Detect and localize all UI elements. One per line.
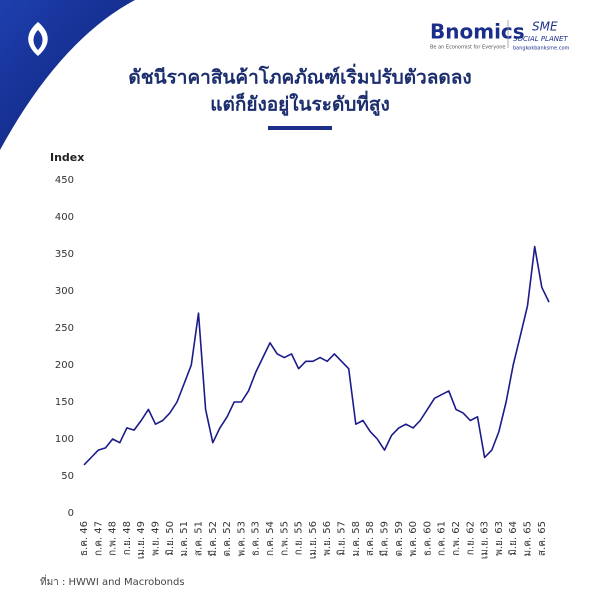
index-line: [83, 245, 550, 466]
title-line: แต่ก็ยังอยู่ในระดับที่สูง: [210, 91, 390, 117]
x-tick-label: เม.ย. 56: [308, 521, 319, 559]
logo-icon: [28, 22, 48, 56]
y-tick-label: 100: [55, 434, 74, 445]
y-tick-label: 50: [61, 471, 74, 482]
y-tick-label: 250: [55, 323, 74, 334]
x-tick-label: ก.ย. 55: [294, 521, 305, 555]
x-tick-label: ธ.ค. 60: [422, 521, 433, 556]
x-tick-label: มี.ค. 52: [207, 521, 219, 557]
x-tick-label: เม.ย. 63: [480, 521, 491, 559]
x-tick-label: ก.พ. 55: [279, 521, 290, 556]
y-tick-label: 300: [55, 286, 74, 297]
x-tick-label: มี.ค. 59: [378, 521, 390, 557]
x-tick-label: พ.ย. 56: [322, 521, 333, 556]
y-axis-label: Index: [50, 151, 84, 164]
x-tick-label: ต.ค. 59: [394, 521, 405, 556]
corner-swoosh: [0, 0, 135, 150]
title-underline: [268, 126, 332, 130]
x-tick-label: ต.ค. 52: [222, 521, 233, 556]
tagline: Be an Economist for Everyone: [430, 45, 506, 51]
x-tick-label: ม.ค. 51: [179, 521, 190, 557]
y-tick-label: 400: [55, 212, 74, 223]
x-tick-label: ธ.ค. 46: [79, 521, 90, 556]
x-tick-label: มิ.ย. 57: [337, 521, 348, 556]
y-tick-label: 450: [55, 175, 74, 186]
x-tick-label: มิ.ย. 64: [508, 521, 519, 556]
x-tick-label: ก.ค. 47: [93, 521, 104, 556]
x-tick-label: ม.ค. 65: [523, 521, 534, 557]
y-tick-label: 150: [55, 397, 74, 408]
x-tick-label: พ.ย. 63: [494, 521, 505, 556]
y-tick-label: 350: [55, 249, 74, 260]
x-tick-label: พ.ย. 49: [151, 521, 162, 556]
partner-sub: SOCIAL PLANET: [513, 35, 568, 43]
x-tick-label: ก.ย. 48: [122, 521, 133, 555]
x-tick-label: ก.ค. 54: [265, 521, 276, 556]
x-tick-label: ส.ค. 58: [365, 521, 376, 556]
site: bangkokbanksme.com: [513, 46, 570, 52]
x-tick-label: ก.พ. 48: [108, 521, 119, 556]
x-tick-label: เม.ย. 49: [136, 521, 147, 559]
x-tick-label: พ.ค. 60: [408, 521, 419, 557]
source: ที่มา : HWWI and Macrobonds: [40, 574, 185, 588]
x-tick-label: มิ.ย. 50: [165, 521, 176, 556]
y-tick-label: 0: [68, 508, 74, 519]
x-tick-label: พ.ค. 53: [236, 521, 247, 557]
x-tick-label: ส.ค. 65: [537, 521, 548, 556]
brand: Bnomics: [430, 20, 525, 44]
y-tick-label: 200: [55, 360, 74, 371]
title-line: ดัชนีราคาสินค้าโภคภัณฑ์เริ่มปรับตัวลดลง: [128, 64, 471, 89]
x-tick-label: ก.ย. 62: [465, 521, 476, 555]
x-tick-label: ธ.ค. 53: [251, 521, 262, 556]
x-tick-label: ม.ค. 58: [351, 521, 362, 557]
x-tick-label: ก.ค. 61: [437, 521, 448, 556]
x-tick-label: ก.พ. 62: [451, 521, 462, 556]
partner: SME: [532, 20, 558, 34]
x-tick-label: ส.ค. 51: [193, 521, 204, 556]
